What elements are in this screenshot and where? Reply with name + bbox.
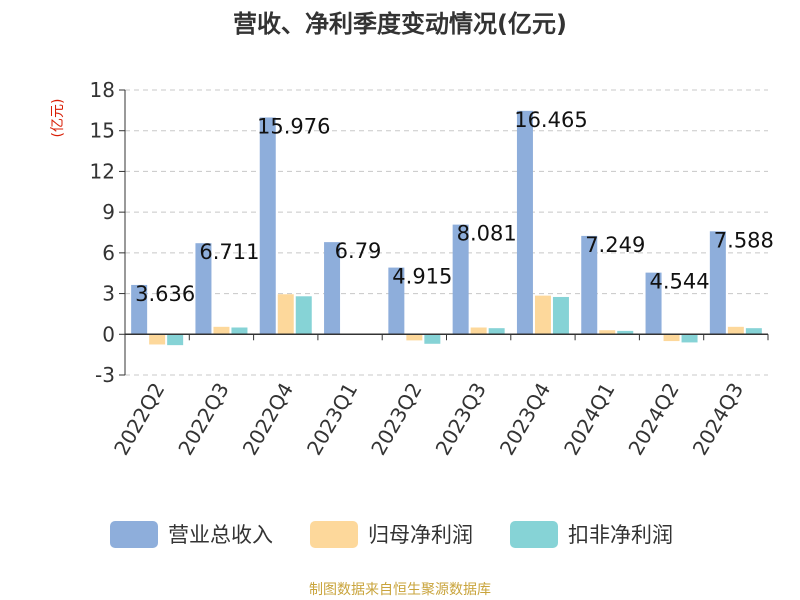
bar-revenue (581, 235, 598, 335)
axes (124, 90, 769, 375)
bar-net-profit (663, 334, 680, 342)
bar-deducted-net-profit (295, 296, 312, 335)
bar-deducted-net-profit (231, 327, 248, 335)
legend-swatch (510, 521, 558, 548)
bar-revenue (516, 110, 533, 335)
bar-deducted-net-profit (424, 334, 441, 344)
data-label: 8.081 (457, 222, 517, 246)
x-tick-label: 2024Q1 (559, 379, 619, 460)
y-tick-labels: -3 0 3 6 9 12 15 18 (90, 78, 115, 387)
data-label: 3.636 (135, 282, 195, 306)
bars (131, 110, 762, 346)
bar-deducted-net-profit (167, 334, 184, 346)
legend-swatch (110, 521, 158, 548)
bar-net-profit (599, 330, 616, 335)
x-tick-label: 2022Q4 (238, 379, 298, 460)
source-note: 制图数据来自恒生聚源数据库 (309, 582, 491, 598)
bar-revenue (259, 117, 276, 335)
x-tick-label: 2024Q2 (623, 379, 683, 460)
data-label: 15.976 (257, 114, 330, 138)
legend-label: 扣非净利润 (568, 523, 673, 547)
bar-deducted-net-profit (617, 330, 634, 335)
data-label: 4.544 (649, 270, 709, 294)
bar-net-profit (277, 294, 294, 335)
bar-revenue (452, 224, 469, 335)
y-axis-label: (亿元) (50, 99, 66, 138)
x-tick-label: 2022Q3 (173, 379, 233, 460)
y-tick-label: 0 (102, 322, 115, 346)
x-tick-label: 2022Q2 (109, 379, 169, 460)
bar-net-profit (406, 334, 423, 341)
y-tick-label: 18 (90, 78, 115, 102)
x-tick-labels: 2022Q2 2022Q3 2022Q4 2023Q1 2023Q2 2023Q3 2023… (109, 379, 748, 460)
bar-net-profit (727, 326, 744, 335)
bar-revenue (324, 242, 341, 335)
x-tick-label: 2023Q1 (302, 379, 362, 460)
bar-revenue (388, 267, 405, 335)
data-label: 6.79 (335, 239, 382, 263)
y-tick-label: 3 (102, 282, 115, 306)
legend-label: 归母净利润 (368, 523, 473, 547)
x-tick-label: 2024Q3 (688, 379, 748, 460)
bar-net-profit (213, 326, 230, 335)
bar-deducted-net-profit (681, 334, 698, 343)
bar-revenue (645, 272, 662, 335)
data-label: 7.588 (714, 228, 774, 252)
chart-title: 营收、净利季度变动情况(亿元) (233, 10, 567, 38)
bar-net-profit (149, 334, 166, 345)
bar-net-profit (470, 327, 487, 335)
y-tick-label: 6 (102, 241, 115, 265)
bar-revenue (195, 243, 212, 335)
legend-swatch (310, 521, 358, 548)
legend-item: 归母净利润 (310, 521, 473, 548)
bar-deducted-net-profit (552, 296, 569, 335)
x-tick-label: 2023Q4 (495, 379, 555, 460)
y-axis-label-text: (亿元) (50, 99, 66, 138)
y-tick-label: 9 (102, 200, 115, 224)
legend-label: 营业总收入 (168, 523, 273, 547)
data-label: 7.249 (585, 233, 645, 257)
bar-deducted-net-profit (488, 328, 505, 335)
data-label: 16.465 (514, 108, 587, 132)
legend-item: 扣非净利润 (510, 521, 673, 548)
data-label: 4.915 (392, 265, 452, 289)
bar-net-profit (534, 295, 551, 335)
legend-item: 营业总收入 (110, 521, 273, 548)
y-tick-label: -3 (95, 363, 115, 387)
x-tick-label: 2023Q2 (366, 379, 426, 460)
y-tick-label: 15 (90, 119, 115, 143)
x-tick-label: 2023Q3 (431, 379, 491, 460)
y-tick-label: 12 (90, 159, 115, 183)
legend: 营业总收入 归母净利润 扣非净利润 (110, 521, 673, 548)
bar-revenue (131, 284, 148, 335)
data-label: 6.711 (199, 240, 259, 264)
bar-deducted-net-profit (745, 328, 762, 335)
bar-revenue (709, 231, 726, 335)
